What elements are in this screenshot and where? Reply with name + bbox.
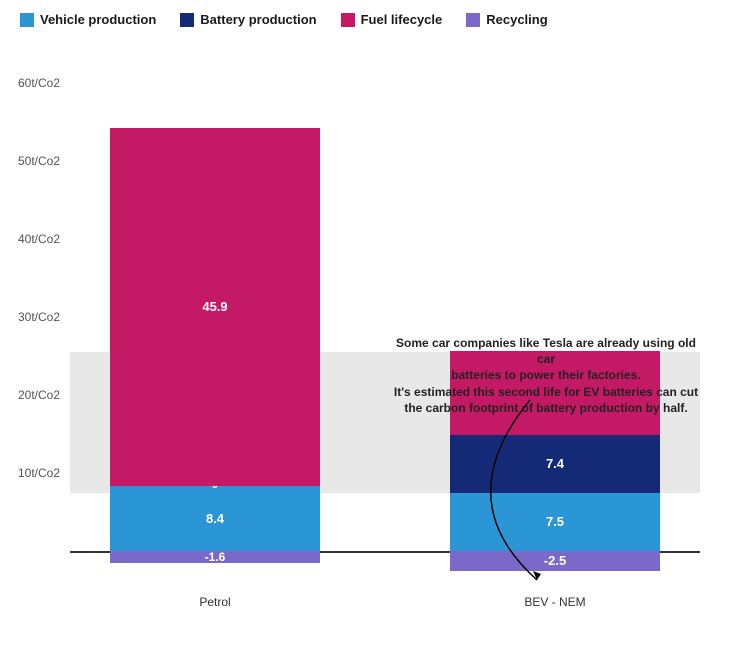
legend-label: Vehicle production <box>40 12 156 27</box>
legend-item: Vehicle production <box>20 12 156 27</box>
bar-segment: 7.4 <box>450 435 660 493</box>
bar-segment: 8.4 <box>110 486 320 551</box>
category-label: BEV - NEM <box>450 595 660 609</box>
value-label: -2.5 <box>544 553 566 568</box>
value-label: 7.4 <box>546 456 564 471</box>
legend-item: Fuel lifecycle <box>341 12 443 27</box>
legend-swatch <box>466 13 480 27</box>
bar-segment: -2.5 <box>450 551 660 570</box>
bar-segment: 7.5 <box>450 493 660 551</box>
y-tick-label: 60t/Co2 <box>18 76 60 90</box>
chart: -1.68.4045.9-2.57.57.4 10t/Co220t/Co230t… <box>70 60 700 615</box>
value-label: 45.9 <box>202 299 227 314</box>
bar-segment: 45.9 <box>110 128 320 486</box>
category-label: Petrol <box>110 595 320 609</box>
plot-area: -1.68.4045.9-2.57.57.4 <box>70 60 700 590</box>
y-tick-label: 10t/Co2 <box>18 466 60 480</box>
legend-label: Battery production <box>200 12 316 27</box>
y-tick-label: 20t/Co2 <box>18 388 60 402</box>
annotation-text: Some car companies like Tesla are alread… <box>386 335 706 416</box>
bar-segment: -1.6 <box>110 551 320 563</box>
value-label: 8.4 <box>206 511 224 526</box>
y-tick-label: 50t/Co2 <box>18 154 60 168</box>
y-tick-label: 40t/Co2 <box>18 232 60 246</box>
legend: Vehicle production Battery production Fuel… <box>20 12 548 27</box>
legend-swatch <box>180 13 194 27</box>
legend-item: Battery production <box>180 12 316 27</box>
legend-label: Fuel lifecycle <box>361 12 443 27</box>
legend-item: Recycling <box>466 12 547 27</box>
legend-swatch <box>341 13 355 27</box>
value-label: -1.6 <box>205 550 226 564</box>
legend-label: Recycling <box>486 12 547 27</box>
y-tick-label: 30t/Co2 <box>18 310 60 324</box>
legend-swatch <box>20 13 34 27</box>
value-label: 7.5 <box>546 514 564 529</box>
